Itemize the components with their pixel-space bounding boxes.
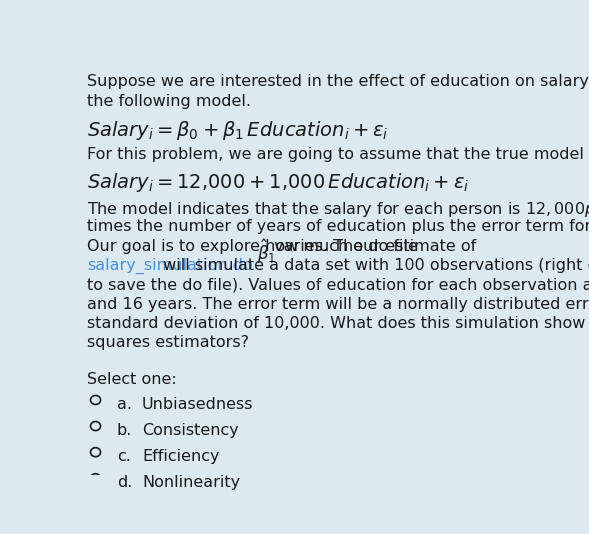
Text: d.: d. [117, 475, 133, 490]
Text: c.: c. [117, 449, 131, 464]
Text: times the number of years of education plus the error term for the individual.: times the number of years of education p… [87, 219, 589, 234]
Text: and 16 years. The error term will be a normally distributed error term with a: and 16 years. The error term will be a n… [87, 296, 589, 312]
Text: the following model.: the following model. [87, 93, 252, 109]
Text: The model indicates that the salary for each person is $12,000 plus $1,000: The model indicates that the salary for … [87, 200, 589, 219]
Text: Our goal is to explore how much our estimate of: Our goal is to explore how much our esti… [87, 239, 482, 254]
Text: Efficiency: Efficiency [142, 449, 220, 464]
Text: squares estimators?: squares estimators? [87, 335, 249, 350]
Text: Select one:: Select one: [87, 372, 177, 387]
Text: Consistency: Consistency [142, 423, 239, 438]
Text: Unbiasedness: Unbiasedness [142, 397, 254, 412]
Text: salary_simulation.do: salary_simulation.do [87, 258, 253, 274]
Text: Suppose we are interested in the effect of education on salary as expressed in: Suppose we are interested in the effect … [87, 74, 589, 89]
Text: $\hat{\beta}_1$: $\hat{\beta}_1$ [257, 237, 276, 265]
Text: will simulate a data set with 100 observations (right click: will simulate a data set with 100 observ… [158, 258, 589, 273]
Text: varies. The do file: varies. The do file [269, 239, 418, 254]
Text: standard deviation of 10,000. What does this simulation show about the least: standard deviation of 10,000. What does … [87, 316, 589, 331]
Text: For this problem, we are going to assume that the true model is: For this problem, we are going to assume… [87, 147, 589, 162]
Text: b.: b. [117, 423, 133, 438]
Text: $\mathit{Salary}_i = \beta_0 + \beta_1\,\mathit{Education}_i + \epsilon_i$: $\mathit{Salary}_i = \beta_0 + \beta_1\,… [87, 119, 389, 142]
Text: Nonlinearity: Nonlinearity [142, 475, 240, 490]
Text: $\mathit{Salary}_i = 12{,}000 + 1{,}000\,\mathit{Education}_i + \epsilon_i$: $\mathit{Salary}_i = 12{,}000 + 1{,}000\… [87, 171, 469, 194]
Text: to save the do file). Values of education for each observation are between 0: to save the do file). Values of educatio… [87, 277, 589, 292]
Text: a.: a. [117, 397, 132, 412]
